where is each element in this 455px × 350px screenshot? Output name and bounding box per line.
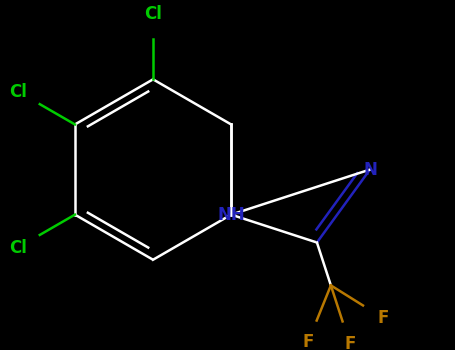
Text: N: N [363,161,377,178]
Text: F: F [344,335,355,350]
Text: Cl: Cl [9,83,27,100]
Text: NH: NH [217,206,245,224]
Text: F: F [302,333,313,350]
Text: Cl: Cl [144,5,162,22]
Text: F: F [377,309,389,327]
Text: Cl: Cl [9,239,27,257]
